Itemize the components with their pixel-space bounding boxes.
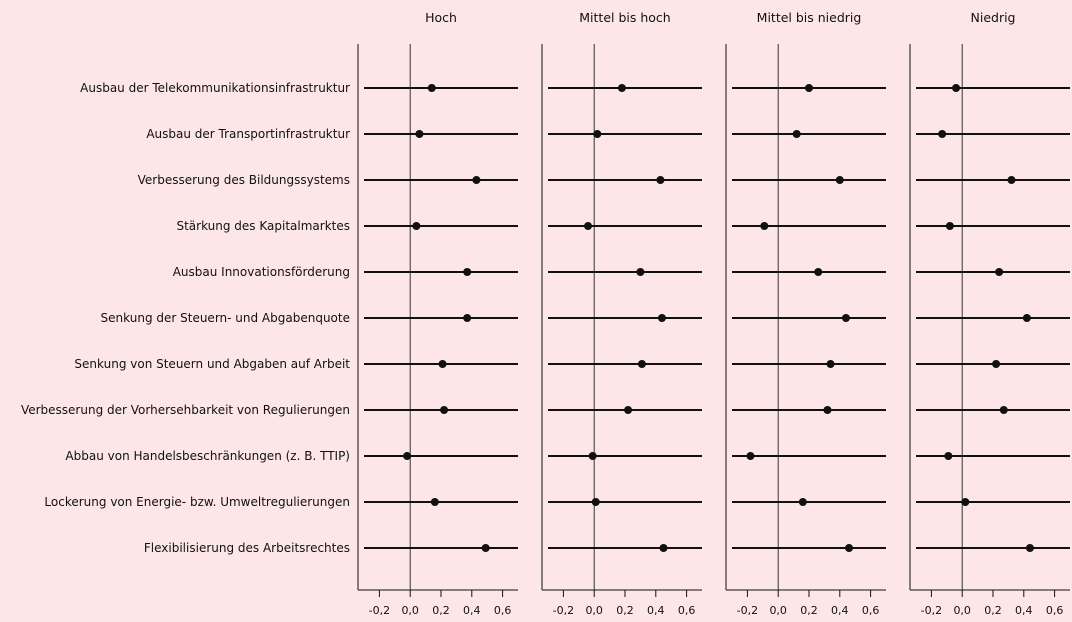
panel-title: Niedrig — [971, 10, 1016, 25]
data-point — [617, 84, 626, 92]
x-tick-label: 0,2 — [616, 604, 634, 617]
data-point — [814, 268, 823, 276]
category-label: Flexibilisierung des Arbeitsrechtes — [144, 541, 350, 555]
x-tick-label: 0,6 — [1046, 604, 1064, 617]
x-tick-label: 0,6 — [494, 604, 512, 617]
x-tick-label: 0,0 — [953, 604, 971, 617]
data-point — [591, 498, 600, 506]
data-point — [805, 84, 813, 92]
data-point — [593, 130, 602, 138]
category-label: Ausbau der Telekommunikationsinfrastrukt… — [80, 81, 350, 95]
data-point — [944, 452, 953, 460]
data-point — [835, 176, 844, 184]
data-point — [463, 268, 472, 276]
data-point — [481, 544, 490, 552]
data-point — [792, 130, 801, 138]
category-label: Lockerung von Energie- bzw. Umweltreguli… — [44, 495, 350, 509]
x-tick-label: 0,0 — [401, 604, 419, 617]
x-tick-label: -0,2 — [921, 604, 942, 617]
data-point — [412, 222, 421, 230]
category-label: Senkung der Steuern- und Abgabenquote — [101, 311, 350, 325]
category-label: Ausbau der Transportinfrastruktur — [146, 127, 350, 141]
data-point — [659, 544, 668, 552]
x-tick-label: -0,2 — [553, 604, 574, 617]
data-point — [1007, 176, 1016, 184]
x-tick-label: 0,2 — [432, 604, 450, 617]
data-point — [1022, 314, 1031, 322]
x-tick-label: -0,2 — [737, 604, 758, 617]
data-point — [938, 130, 947, 138]
data-point — [440, 406, 449, 414]
x-tick-label: 0,6 — [678, 604, 696, 617]
category-label: Verbesserung des Bildungssystems — [138, 173, 350, 187]
category-label: Stärkung des Kapitalmarktes — [176, 219, 350, 233]
data-point — [427, 84, 436, 92]
data-point — [588, 452, 597, 460]
data-point — [798, 498, 807, 506]
data-point — [438, 360, 447, 368]
data-point — [472, 176, 481, 184]
data-point — [826, 360, 835, 368]
data-point — [657, 314, 666, 322]
data-point — [656, 176, 665, 184]
x-tick-label: -0,2 — [369, 604, 390, 617]
data-point — [1025, 544, 1034, 552]
data-point — [841, 314, 850, 322]
x-tick-label: 0,2 — [800, 604, 818, 617]
data-point — [945, 222, 954, 230]
category-label: Abbau von Handelsbeschränkungen (z. B. T… — [65, 449, 350, 463]
data-point — [999, 406, 1008, 414]
data-point — [760, 222, 769, 230]
data-point — [961, 498, 970, 506]
panel-title: Mittel bis hoch — [579, 10, 670, 25]
panel-title: Hoch — [425, 10, 457, 25]
category-label: Senkung von Steuern und Abgaben auf Arbe… — [74, 357, 350, 371]
data-point — [624, 406, 633, 414]
x-tick-label: 0,4 — [1015, 604, 1033, 617]
category-label: Ausbau Innovationsförderung — [173, 265, 350, 279]
data-point — [430, 498, 439, 506]
x-tick-label: 0,2 — [984, 604, 1002, 617]
category-label: Verbesserung der Vorhersehbarkeit von Re… — [21, 403, 350, 417]
x-tick-label: 0,0 — [585, 604, 603, 617]
x-tick-label: 0,4 — [647, 604, 665, 617]
data-point — [992, 360, 1001, 368]
data-point — [415, 130, 424, 138]
x-tick-label: 0,0 — [769, 604, 787, 617]
x-tick-label: 0,6 — [862, 604, 880, 617]
data-point — [584, 222, 593, 230]
data-point — [823, 406, 832, 414]
data-point — [845, 544, 854, 552]
data-point — [746, 452, 755, 460]
panel-title: Mittel bis niedrig — [757, 10, 862, 25]
x-tick-label: 0,4 — [831, 604, 849, 617]
x-tick-label: 0,4 — [463, 604, 481, 617]
data-point — [636, 268, 645, 276]
data-point — [463, 314, 472, 322]
data-point — [403, 452, 412, 460]
data-point — [952, 84, 961, 92]
data-point — [637, 360, 646, 368]
data-point — [995, 268, 1004, 276]
